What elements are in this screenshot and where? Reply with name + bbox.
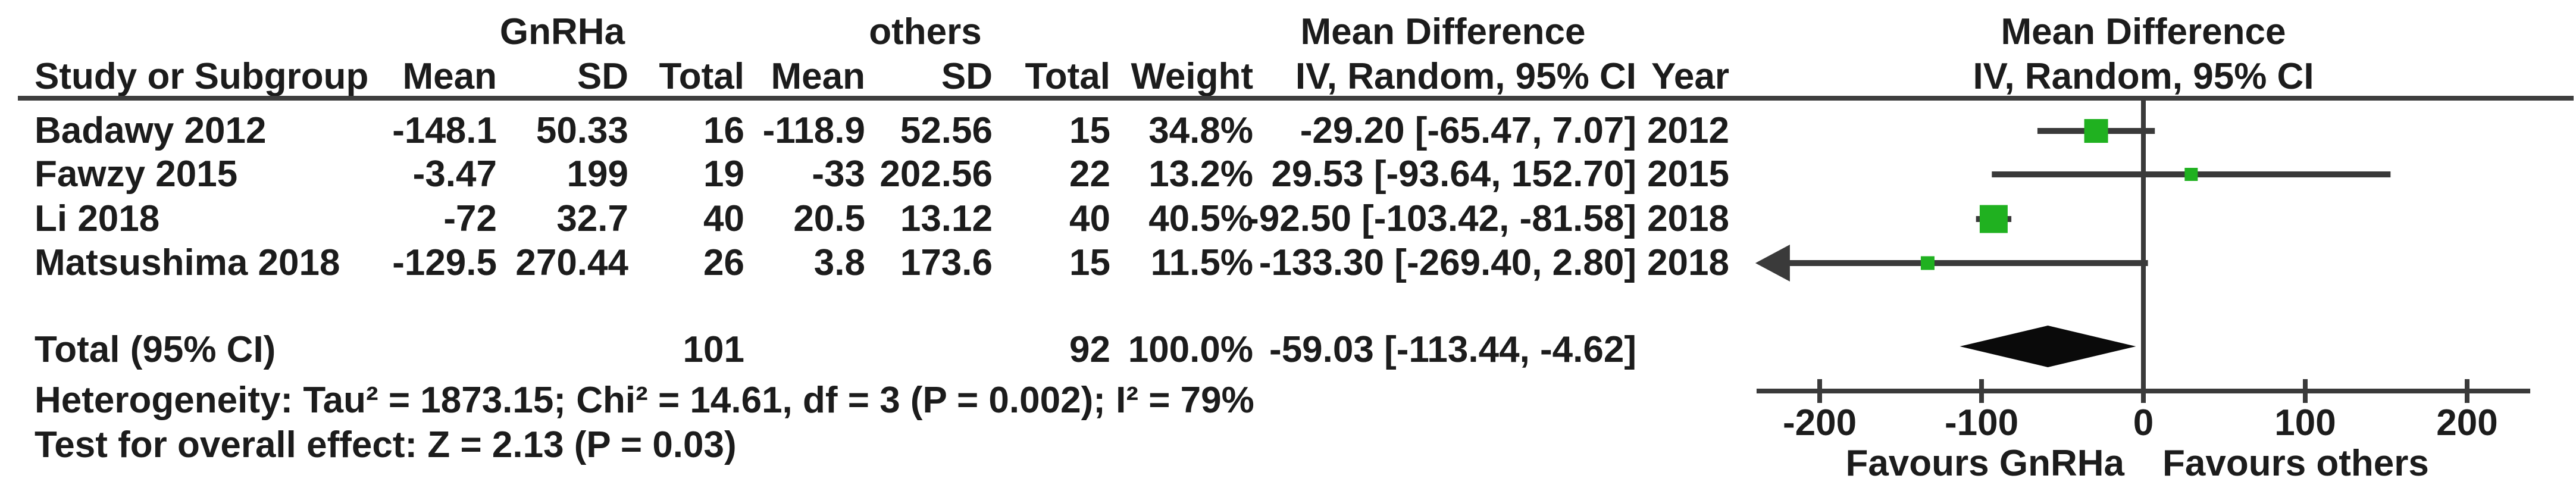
col-header-sd2: SD xyxy=(941,56,993,97)
col-header-mean2: Mean xyxy=(771,56,865,97)
overall-effect-stats: Test for overall effect: Z = 2.13 (P = 0… xyxy=(35,424,737,465)
cell-mean2: -33 xyxy=(812,154,865,195)
total-weight: 100.0% xyxy=(1128,329,1253,370)
cell-ci: -29.20 [-65.47, 7.07] xyxy=(1300,110,1636,151)
cell-weight: 34.8% xyxy=(1148,110,1253,151)
cell-mean1: -129.5 xyxy=(392,242,497,283)
cell-sd1: 50.33 xyxy=(536,110,628,151)
tick-mark xyxy=(2141,379,2146,403)
cell-study: Li 2018 xyxy=(35,198,160,239)
header-rule xyxy=(18,96,2574,101)
col-header-sd1: SD xyxy=(577,56,628,97)
cell-ci: 29.53 [-93.64, 152.70] xyxy=(1271,154,1636,195)
effect-square xyxy=(2184,168,2198,181)
cell-sd1: 270.44 xyxy=(515,242,628,283)
effect-square xyxy=(2084,119,2108,143)
cell-mean1: -3.47 xyxy=(412,154,497,195)
group-header-effect-text: Mean Difference xyxy=(1300,11,1586,52)
cell-mean1: -72 xyxy=(443,198,497,239)
favours-right-label: Favours others xyxy=(2162,443,2429,484)
axis-tick-label: 100 xyxy=(2274,402,2336,443)
cell-total2: 22 xyxy=(1069,154,1110,195)
cell-total1: 19 xyxy=(703,154,744,195)
group-header-experimental: GnRHa xyxy=(499,11,625,52)
axis-tick-label: 200 xyxy=(2436,402,2498,443)
cell-year: 2015 xyxy=(1647,154,1729,195)
cell-ci: -133.30 [-269.40, 2.80] xyxy=(1259,242,1636,283)
axis-tick-label: -100 xyxy=(1944,402,2019,443)
group-header-effect-plot: Mean Difference xyxy=(2001,11,2286,52)
cell-sd1: 199 xyxy=(566,154,628,195)
cell-sd2: 52.56 xyxy=(900,110,993,151)
cell-year: 2018 xyxy=(1647,198,1729,239)
col-header-ci: IV, Random, 95% CI xyxy=(1295,56,1636,97)
cell-ci: -92.50 [-103.42, -81.58] xyxy=(1247,198,1636,239)
axis-tick-label: -200 xyxy=(1782,402,1857,443)
cell-total1: 16 xyxy=(703,110,744,151)
cell-mean2: 3.8 xyxy=(813,242,865,283)
tick-mark xyxy=(2303,379,2308,403)
cell-weight: 11.5% xyxy=(1150,242,1253,283)
cell-study: Badawy 2012 xyxy=(35,110,267,151)
cell-total1: 26 xyxy=(703,242,744,283)
cell-weight: 13.2% xyxy=(1148,154,1253,195)
cell-weight: 40.5% xyxy=(1148,198,1253,239)
tick-mark xyxy=(2465,379,2469,403)
zero-line xyxy=(2141,101,2146,393)
axis-tick-label: 0 xyxy=(2133,402,2154,443)
col-header-study: Study or Subgroup xyxy=(35,56,369,97)
cell-study: Fawzy 2015 xyxy=(35,154,238,195)
total-label: Total (95% CI) xyxy=(35,329,276,370)
total-n-control: 92 xyxy=(1069,329,1110,370)
col-header-weight: Weight xyxy=(1131,56,1254,97)
cell-year: 2012 xyxy=(1647,110,1729,151)
tick-mark xyxy=(1817,379,1822,403)
favours-left-label: Favours GnRHa xyxy=(1845,443,2124,484)
col-header-mean1: Mean xyxy=(402,56,497,97)
pooled-diamond xyxy=(1960,326,2136,367)
cell-mean2: -118.9 xyxy=(762,110,865,151)
cell-total2: 15 xyxy=(1069,242,1110,283)
heterogeneity-stats: Heterogeneity: Tau² = 1873.15; Chi² = 14… xyxy=(35,380,1254,421)
col-header-total1: Total xyxy=(659,56,745,97)
total-ci: -59.03 [-113.44, -4.62] xyxy=(1269,329,1636,370)
cell-year: 2018 xyxy=(1647,242,1729,283)
cell-sd1: 32.7 xyxy=(556,198,628,239)
tick-mark xyxy=(1979,379,1984,403)
cell-mean2: 20.5 xyxy=(793,198,865,239)
cell-sd2: 173.6 xyxy=(900,242,993,283)
cell-study: Matsushima 2018 xyxy=(35,242,340,283)
cell-total2: 40 xyxy=(1069,198,1110,239)
cell-total1: 40 xyxy=(703,198,744,239)
cell-total2: 15 xyxy=(1069,110,1110,151)
effect-square xyxy=(1979,205,2008,233)
ci-line xyxy=(1785,260,2148,266)
col-header-ci-plot: IV, Random, 95% CI xyxy=(1973,56,2314,97)
cell-sd2: 202.56 xyxy=(879,154,993,195)
col-header-year: Year xyxy=(1651,56,1729,97)
group-header-control: others xyxy=(869,11,982,52)
cell-mean1: -148.1 xyxy=(392,110,497,151)
cell-sd2: 13.12 xyxy=(900,198,993,239)
col-header-total2: Total xyxy=(1025,56,1111,97)
total-n-experimental: 101 xyxy=(683,329,744,370)
ci-arrow-left xyxy=(1755,245,1790,282)
effect-square xyxy=(1920,256,1935,270)
